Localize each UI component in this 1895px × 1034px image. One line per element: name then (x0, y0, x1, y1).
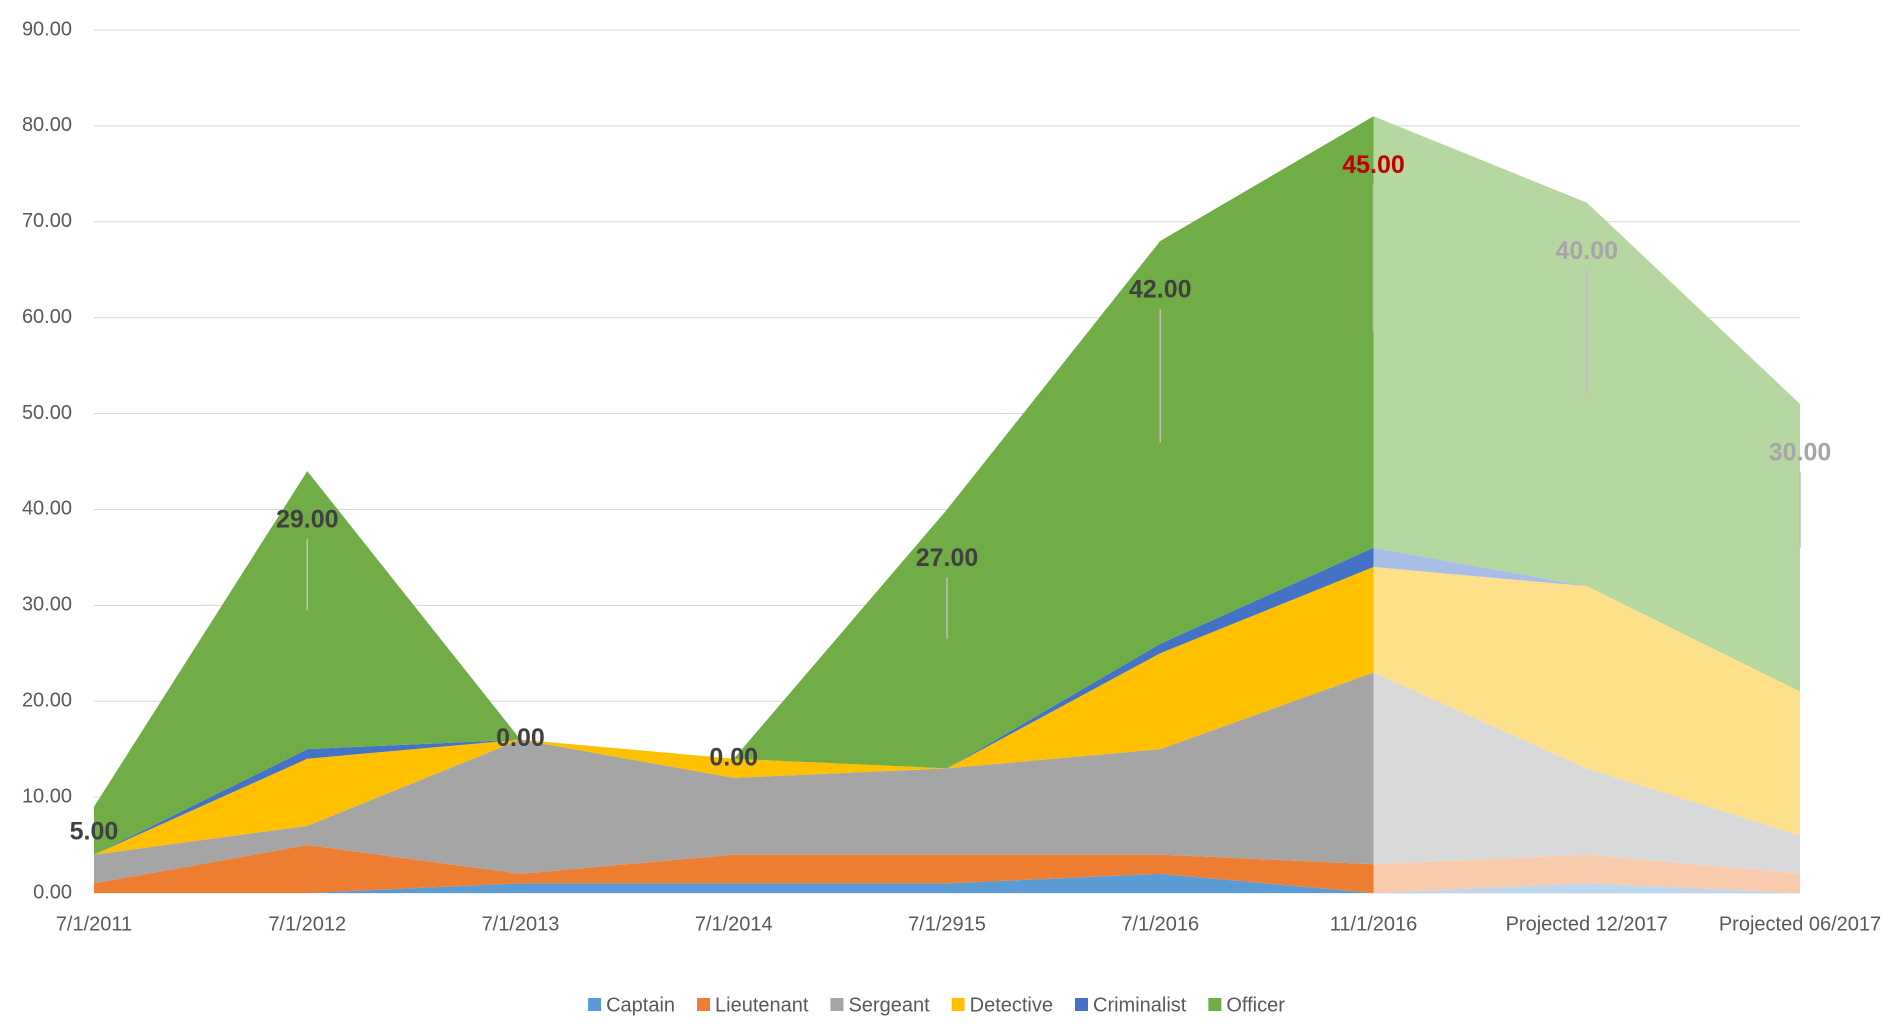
data-label: 27.00 (916, 544, 979, 572)
area (1373, 116, 1800, 692)
data-label: 29.00 (276, 506, 339, 534)
y-tick-label: 60.00 (22, 306, 72, 328)
area (94, 845, 1374, 893)
area (94, 566, 1374, 855)
legend-swatch (1075, 998, 1089, 1011)
legend-swatch (1208, 998, 1222, 1011)
x-tick-label: 7/1/2016 (1121, 913, 1199, 935)
area (94, 116, 1374, 855)
y-tick-label: 40.00 (22, 498, 72, 520)
y-tick-label: 10.00 (22, 785, 72, 807)
y-tick-label: 80.00 (22, 114, 72, 136)
data-label: 5.00 (70, 817, 119, 845)
legend-label: Officer (1226, 994, 1285, 1016)
legend-label: Captain (606, 994, 675, 1016)
x-tick-label: 7/1/2915 (908, 913, 986, 935)
area (1373, 883, 1800, 893)
legend-swatch (830, 998, 844, 1011)
y-tick-label: 90.00 (22, 18, 72, 40)
x-tick-label: 7/1/2014 (695, 913, 773, 935)
x-tick-label: 7/1/2013 (482, 913, 560, 935)
data-label: 40.00 (1555, 237, 1618, 265)
data-label: 42.00 (1129, 276, 1192, 304)
x-tick-label: 7/1/2011 (56, 913, 132, 935)
y-tick-label: 70.00 (22, 210, 72, 232)
x-tick-label: 11/1/2016 (1330, 913, 1418, 935)
legend-label: Detective (970, 994, 1053, 1016)
legend-label: Criminalist (1093, 994, 1187, 1016)
area (1373, 566, 1800, 836)
y-tick-label: 30.00 (22, 594, 72, 616)
legend-label: Lieutenant (715, 994, 809, 1016)
data-label: 30.00 (1769, 439, 1832, 467)
legend-label: Sergeant (848, 994, 930, 1016)
data-label: 45.00 (1342, 151, 1405, 179)
legend-swatch (951, 998, 965, 1011)
y-tick-label: 50.00 (22, 402, 72, 424)
y-tick-label: 20.00 (22, 690, 72, 712)
legend-swatch (697, 998, 711, 1011)
x-tick-label: Projected 06/2017 (1719, 913, 1881, 935)
legend-swatch (588, 998, 602, 1011)
data-label: 0.00 (709, 743, 758, 771)
area (1373, 547, 1800, 692)
area (1373, 672, 1800, 874)
data-label: 0.00 (496, 724, 545, 752)
y-tick-label: 0.00 (33, 881, 72, 903)
x-tick-label: Projected 12/2017 (1506, 913, 1668, 935)
x-tick-label: 7/1/2012 (268, 913, 346, 935)
